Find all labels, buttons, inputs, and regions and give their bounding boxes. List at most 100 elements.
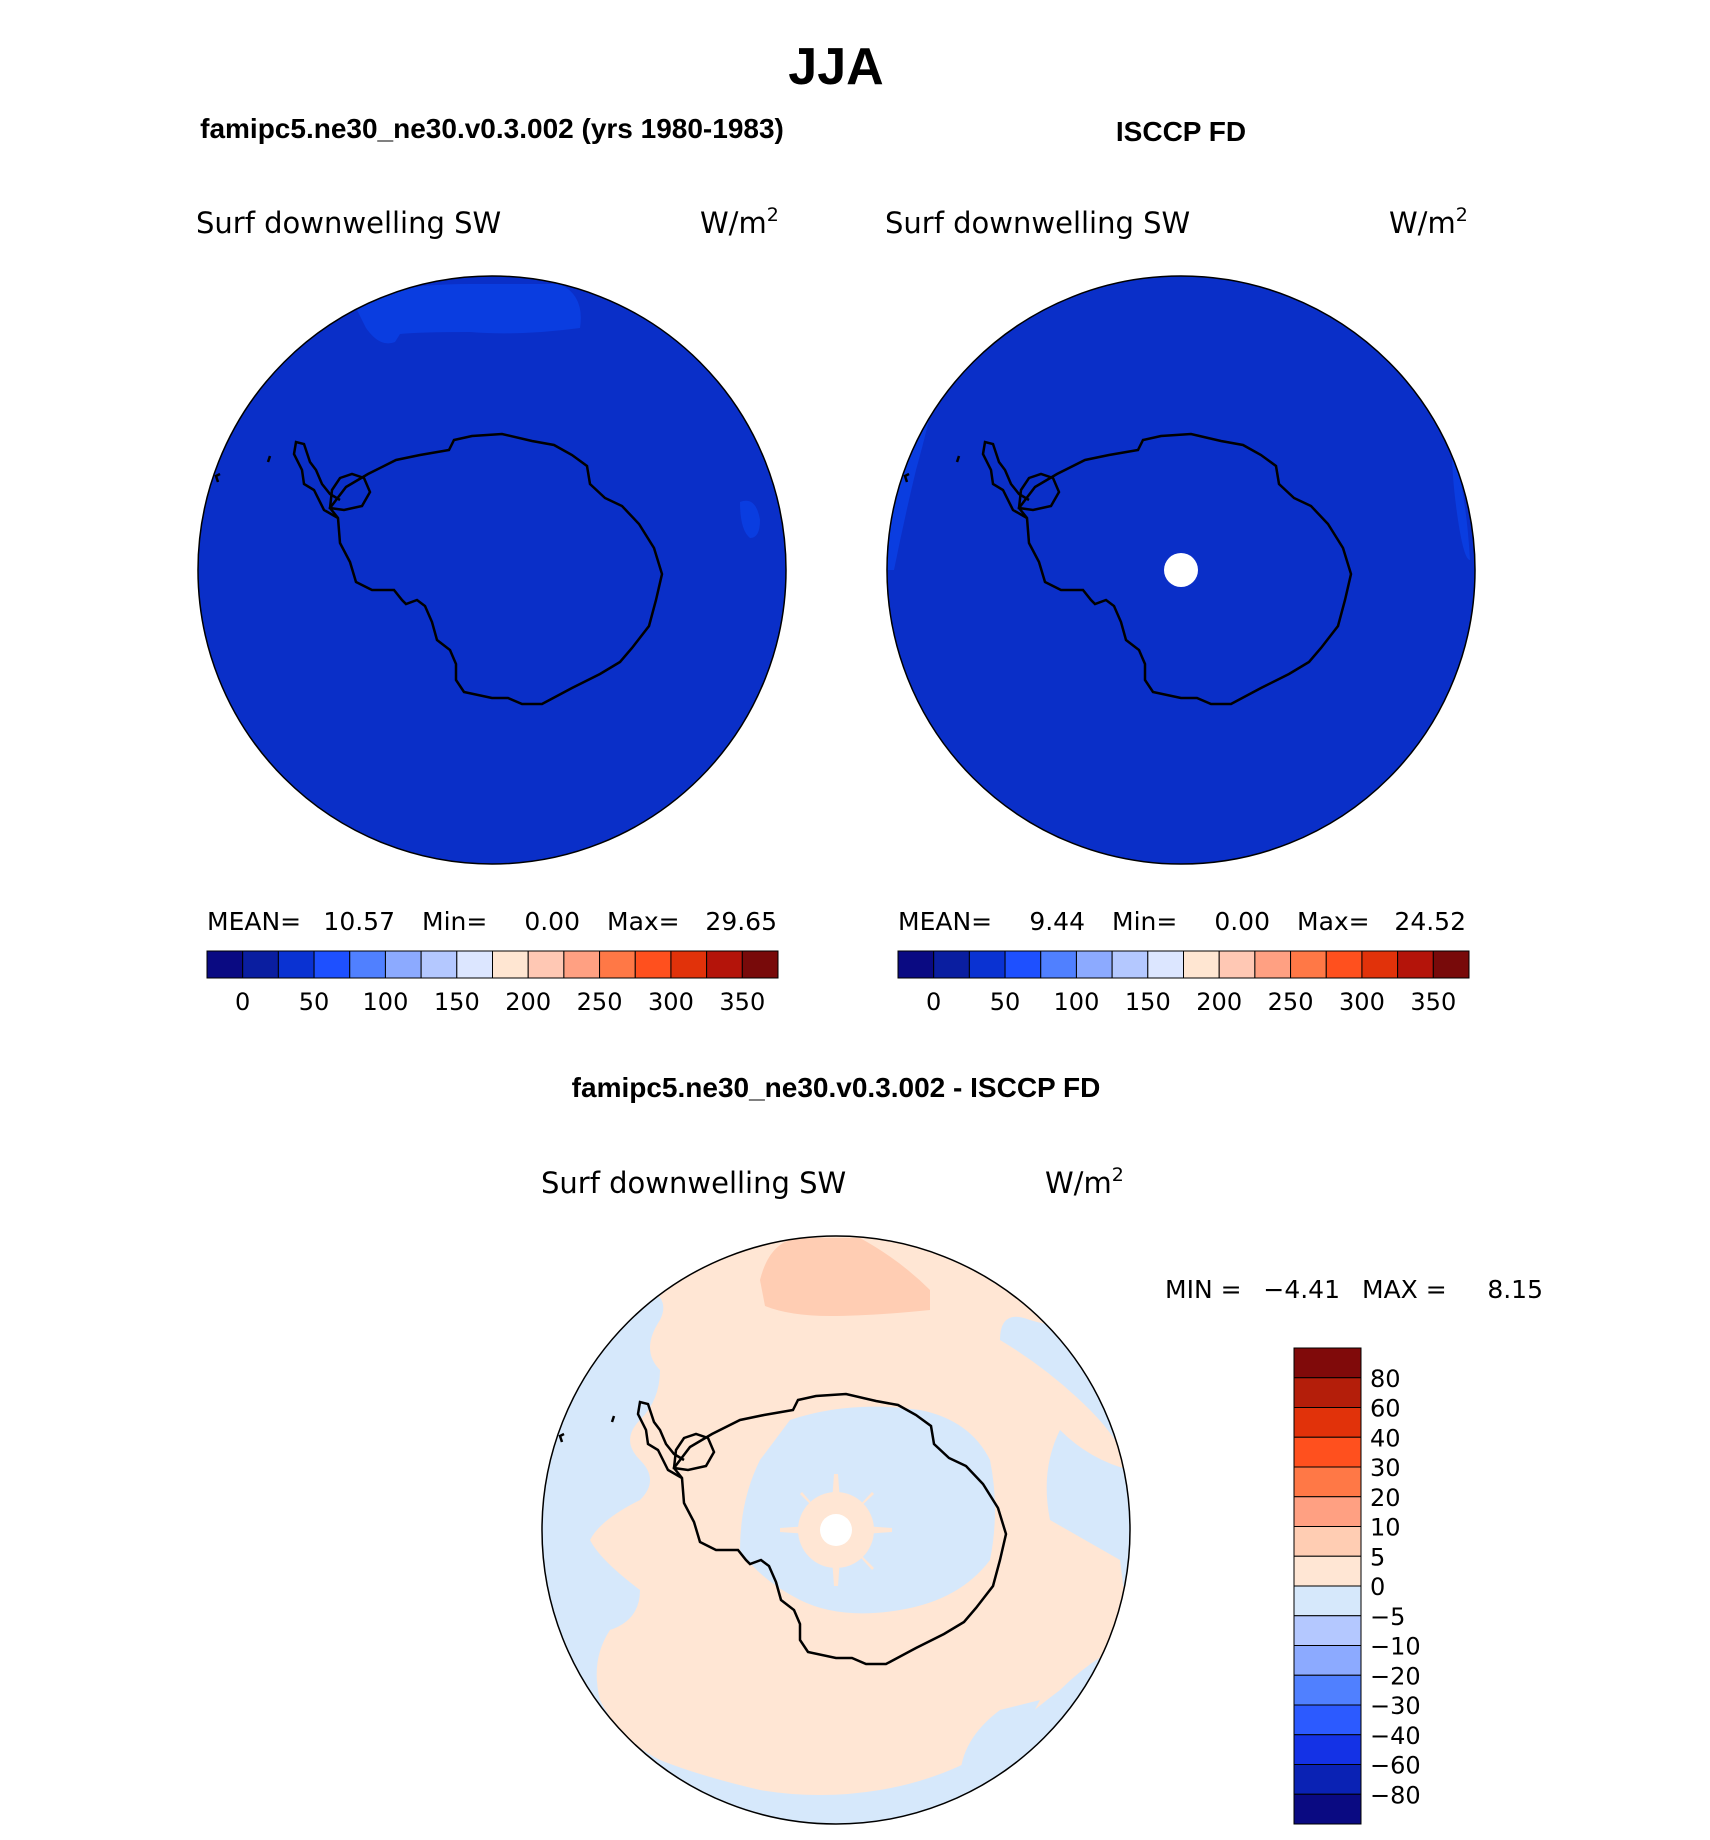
- figure-title: JJA: [788, 38, 883, 96]
- variable-label: Surf downwelling SW: [885, 206, 1190, 240]
- colorbar-tick-label: −60: [1370, 1752, 1421, 1780]
- colorbar-swatch: [420, 950, 458, 979]
- colorbar-tick-label: −20: [1370, 1662, 1421, 1690]
- colorbar-swatch: [670, 950, 708, 979]
- colorbar-swatch: [349, 950, 386, 979]
- colorbar-tick-label: −30: [1370, 1692, 1421, 1720]
- min-value: −4.41: [1263, 1275, 1340, 1304]
- coast-fragment: [610, 1415, 616, 1423]
- colorbar-swatch: [242, 950, 279, 979]
- coast-fragment: [903, 472, 910, 483]
- stats-diff: MIN = −4.41 MAX = 8.15: [1165, 1275, 1543, 1304]
- colorbar-tick-label: 350: [719, 988, 765, 1016]
- colorbar-tick-label: 250: [577, 988, 623, 1016]
- mean-label: MEAN=: [898, 907, 992, 936]
- colorbar-tick-label: 0: [235, 988, 250, 1016]
- colorbar-swatch: [563, 950, 601, 979]
- peak-positive-region: [760, 1238, 930, 1316]
- max-value: 29.65: [705, 907, 777, 936]
- colorbar-swatch: [1293, 1496, 1362, 1527]
- missing-data-pole: [1164, 553, 1198, 587]
- colorbar-swatch: [313, 950, 351, 979]
- map-border: [197, 275, 787, 865]
- units-label: W/m2: [700, 204, 779, 240]
- colorbar-swatch: [897, 950, 935, 979]
- colorbar-tick-label: 150: [1125, 988, 1171, 1016]
- panel-diff-title: famipc5.ne30_ne30.v0.3.002 - ISCCP FD: [572, 1072, 1101, 1103]
- colorbar-swatch: [1293, 1645, 1362, 1676]
- colorbar-model: 0 50 100 150 200 250 300 350: [206, 950, 779, 1016]
- colorbar-tick-label: 60: [1370, 1395, 1401, 1423]
- max-label: MAX =: [1362, 1275, 1447, 1304]
- colorbar-swatch: [1293, 1585, 1362, 1617]
- colorbar-swatch: [456, 950, 493, 979]
- colorbar-swatch: [1111, 950, 1149, 979]
- colorbar-tick-label: 100: [1054, 988, 1100, 1016]
- colorbar-tick-label: −80: [1370, 1781, 1421, 1809]
- colorbar-swatch: [1293, 1347, 1362, 1379]
- missing-data-pole: [820, 1514, 852, 1546]
- negative-anomaly-region: [570, 1520, 594, 1620]
- map-border: [541, 1235, 1131, 1825]
- colorbar-swatch: [968, 950, 1006, 979]
- colorbar-obs: 0 50 100 150 200 250 300 350: [897, 950, 1470, 1016]
- colorbar-tick-label: 200: [505, 988, 551, 1016]
- panel-right-title: ISCCP FD: [1116, 116, 1246, 147]
- colorbar-tick-label: −40: [1370, 1722, 1421, 1750]
- colorbar-tick-label: 0: [1370, 1573, 1385, 1601]
- colorbar-tick-label: 100: [363, 988, 409, 1016]
- colorbar-tick-label: 300: [648, 988, 694, 1016]
- colorbar-swatch: [1147, 950, 1184, 979]
- colorbar-tick-label: 50: [990, 988, 1021, 1016]
- colorbar-swatch: [1218, 950, 1256, 979]
- min-label: MIN =: [1165, 1275, 1242, 1304]
- coast-fragment: [266, 455, 272, 463]
- colorbar-swatch: [492, 950, 529, 979]
- map-obs: [886, 275, 1476, 865]
- colorbar-swatch: [1293, 1734, 1362, 1765]
- map-diff: [541, 1235, 1131, 1825]
- units-label: W/m2: [1045, 1164, 1124, 1200]
- lighter-contour-patch: [1452, 450, 1470, 560]
- colorbar-swatch: [206, 950, 244, 979]
- colorbar-swatch: [1075, 950, 1113, 979]
- colorbar-swatch: [1040, 950, 1077, 979]
- max-label: Max=: [607, 907, 680, 936]
- min-value: 0.00: [1214, 907, 1270, 936]
- max-value: 24.52: [1394, 907, 1466, 936]
- colorbar-tick-label: 5: [1370, 1543, 1385, 1571]
- mean-value: 10.57: [323, 907, 395, 936]
- colorbar-tick-label: 250: [1268, 988, 1314, 1016]
- colorbar-swatch: [741, 950, 779, 979]
- lighter-contour-patch: [352, 284, 581, 344]
- colorbar-tick-label: 40: [1370, 1424, 1401, 1452]
- map-disc: [198, 276, 786, 864]
- colorbar-swatch: [634, 950, 672, 979]
- colorbar-swatch: [1293, 1555, 1362, 1587]
- colorbar-swatch: [933, 950, 970, 979]
- coast-fragment: [558, 1432, 565, 1443]
- colorbar-swatch: [1293, 1793, 1362, 1825]
- colorbar-tick-label: −10: [1370, 1633, 1421, 1661]
- colorbar-swatch: [1183, 950, 1220, 979]
- variable-label: Surf downwelling SW: [196, 206, 501, 240]
- map-border: [886, 275, 1476, 865]
- units-label: W/m2: [1389, 204, 1468, 240]
- colorbar-swatch: [1293, 1436, 1362, 1468]
- colorbar-swatch: [1293, 1615, 1362, 1646]
- colorbar-tick-label: 200: [1196, 988, 1242, 1016]
- colorbar-tick-label: 150: [434, 988, 480, 1016]
- colorbar-tick-label: −5: [1370, 1603, 1405, 1631]
- mean-label: MEAN=: [207, 907, 301, 936]
- colorbar-swatch: [1432, 950, 1470, 979]
- min-label: Min=: [422, 907, 487, 936]
- colorbar-swatch: [1293, 1407, 1362, 1438]
- max-label: Max=: [1297, 907, 1370, 936]
- colorbar-swatch: [1325, 950, 1363, 979]
- colorbar-swatch: [1293, 1466, 1362, 1498]
- coast-fragment: [955, 455, 961, 463]
- max-value: 8.15: [1487, 1275, 1543, 1304]
- colorbar-tick-label: 350: [1410, 988, 1456, 1016]
- colorbar-swatch: [1293, 1704, 1362, 1736]
